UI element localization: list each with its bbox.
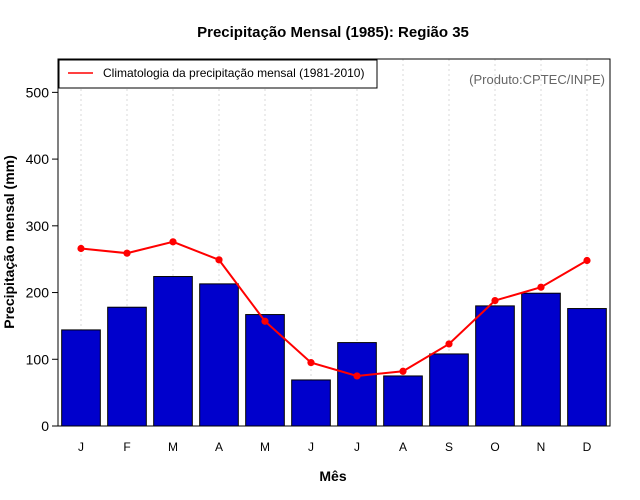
climatology-point-8: [399, 367, 407, 375]
bar-j-7: [337, 342, 377, 427]
climatology-line: [80, 240, 588, 377]
climatology-point-2: [123, 249, 131, 257]
climatology-point-4: [215, 256, 223, 264]
climatology-point-5: [261, 317, 269, 325]
x-tick-label: J: [354, 440, 360, 454]
bar-a-4: [199, 283, 239, 427]
bars-layer: [61, 276, 607, 427]
climatology-point-12: [583, 256, 591, 265]
y-tick-label: 0: [41, 418, 49, 434]
y-tick-label: 200: [26, 285, 50, 301]
bar-d-12: [567, 308, 607, 427]
climatology-point-1: [77, 244, 85, 253]
bar-m-3: [153, 276, 193, 427]
x-tick-label: J: [78, 440, 84, 454]
x-tick-label: O: [490, 440, 499, 454]
y-axis-label: Precipitação mensal (mm): [1, 155, 17, 329]
legend-label-climatology: Climatologia da precipitação mensal (198…: [103, 66, 364, 80]
legend: Climatologia da precipitação mensal (198…: [58, 59, 378, 89]
x-tick-label: A: [399, 440, 407, 454]
y-tick-label: 500: [26, 84, 50, 100]
x-tick-label: A: [215, 440, 223, 454]
climatology-point-9: [445, 340, 453, 348]
x-axis-label: Mês: [319, 468, 346, 484]
plot-frame: [57, 58, 611, 427]
source-annotation: (Produto:CPTEC/INPE): [469, 72, 605, 87]
chart-title: Precipitação Mensal (1985): Região 35: [197, 24, 469, 41]
x-tick-label: F: [123, 440, 130, 454]
x-tick-label: D: [583, 440, 592, 454]
climatology-point-3: [169, 238, 177, 246]
climatology-point-7: [353, 372, 361, 380]
y-tick-label: 300: [26, 218, 50, 234]
bar-a-8: [383, 375, 423, 427]
x-tick-label: S: [445, 440, 453, 454]
bar-s-9: [429, 353, 469, 427]
y-tick-label: 400: [26, 151, 50, 167]
y-tick-label: 100: [26, 351, 50, 367]
x-tick-label: M: [168, 440, 178, 454]
x-tick-label: M: [260, 440, 270, 454]
y-axis: 0 100 200 300 400 500: [26, 84, 58, 434]
climatology-point-6: [307, 359, 315, 367]
climatology-line-layer: [77, 238, 591, 380]
bar-n-11: [521, 292, 561, 427]
legend-box: [58, 59, 378, 89]
bar-f-2: [107, 306, 147, 427]
climatology-point-10: [491, 296, 499, 305]
x-tick-label: N: [537, 440, 546, 454]
bar-m-5: [245, 314, 285, 427]
bar-j-6: [291, 379, 331, 427]
bar-j-1: [61, 329, 101, 427]
x-tick-label: J: [308, 440, 314, 454]
climatology-point-11: [537, 283, 545, 291]
bar-o-10: [475, 305, 515, 427]
